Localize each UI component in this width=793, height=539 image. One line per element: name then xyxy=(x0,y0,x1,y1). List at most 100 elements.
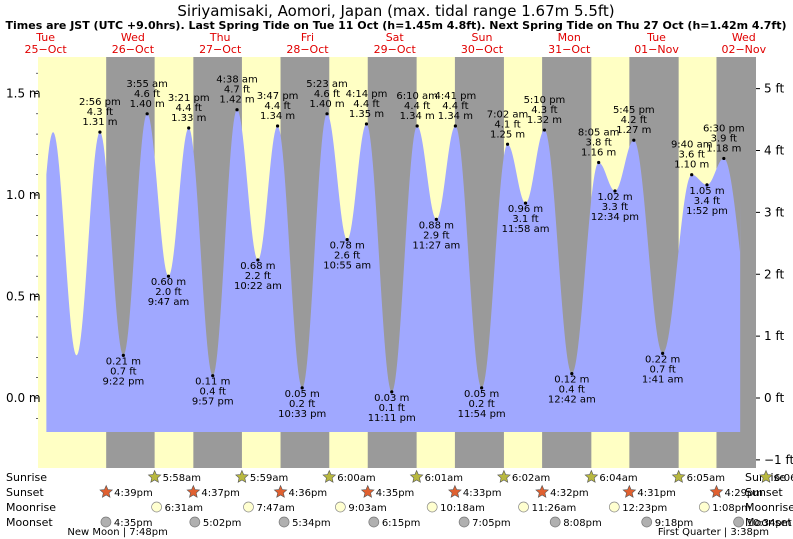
tide-point xyxy=(187,126,191,130)
tide-label: 8:05 am xyxy=(578,128,620,139)
tide-label: 4.4 ft xyxy=(353,99,379,110)
sunset-icon xyxy=(273,484,288,498)
moonrise-time: 9:03am xyxy=(348,503,386,514)
right-axis-label: 1 ft xyxy=(764,329,784,343)
tide-label: 0.4 ft xyxy=(559,385,585,396)
right-axis-panel xyxy=(742,57,756,468)
left-axis-label: 0.5 m xyxy=(6,290,41,304)
day-name: Tue xyxy=(35,31,55,44)
sunset-icon xyxy=(709,484,724,498)
moonset-icon xyxy=(733,516,744,528)
right-axis-label: −1 ft xyxy=(764,453,793,467)
sunset-icon xyxy=(186,484,201,498)
tide-label: 9:22 pm xyxy=(102,376,144,387)
tide-point xyxy=(325,112,329,116)
tide-point xyxy=(434,217,438,221)
tide-label: 1.25 m xyxy=(490,129,525,140)
tide-label: 10:33 pm xyxy=(278,409,326,420)
tide-label: 4.4 ft xyxy=(442,101,468,112)
right-axis-label: 0 ft xyxy=(764,391,784,405)
chart-title: Siriyamisaki, Aomori, Japan (max. tidal … xyxy=(177,2,614,20)
row-label-left: Moonset xyxy=(6,516,53,529)
moonset-icon xyxy=(100,516,112,528)
tide-label: 0.1 ft xyxy=(379,403,405,414)
tide-label: 11:54 pm xyxy=(458,409,506,420)
row-label-right: Moonrise xyxy=(745,501,793,514)
day-date: 30−Oct xyxy=(461,43,504,56)
sunrise-time: 6:02am xyxy=(512,473,550,484)
row-label-left: Sunrise xyxy=(6,471,47,484)
day-date: 29−Oct xyxy=(374,43,417,56)
moon-phase-label: New Moon | 7:48pm xyxy=(67,527,167,538)
sunrise-icon xyxy=(322,469,337,483)
tide-point xyxy=(345,238,349,242)
tide-point xyxy=(145,112,149,116)
sunrise-icon xyxy=(671,469,686,483)
tide-label: 1.40 m xyxy=(309,99,344,110)
tide-point xyxy=(415,124,419,128)
sunrise-time: 6:04am xyxy=(599,473,637,484)
tide-label: 1.31 m xyxy=(82,117,117,128)
sunset-time: 4:39pm xyxy=(114,488,153,499)
tide-point xyxy=(632,138,636,142)
tide-label: 6:10 am xyxy=(396,91,438,102)
tide-label: 1.34 m xyxy=(260,111,295,122)
moonrise-time: 10:18am xyxy=(440,503,485,514)
tide-label: 9:57 pm xyxy=(192,397,234,408)
tide-label: 1.16 m xyxy=(581,148,616,159)
moonset-icon xyxy=(549,516,561,528)
tide-label: 5:23 am xyxy=(306,79,348,90)
left-axis-label: 1.5 m xyxy=(6,87,41,101)
sunrise-time: 6:06am xyxy=(774,473,793,484)
tide-label: 1.32 m xyxy=(527,115,562,126)
tide-label: 4.4 ft xyxy=(264,101,290,112)
sunrise-time: 5:58am xyxy=(163,473,201,484)
tide-label: 1.33 m xyxy=(171,113,206,124)
moonset-icon xyxy=(458,516,470,528)
moonrise-time: 11:26am xyxy=(532,503,577,514)
sunrise-time: 5:59am xyxy=(250,473,288,484)
tide-label: 3.9 ft xyxy=(711,133,737,144)
tide-point xyxy=(542,128,547,132)
sunset-time: 4:36pm xyxy=(289,488,328,499)
day-date: 02−Nov xyxy=(721,43,766,56)
moonset-time: 5:02pm xyxy=(203,518,242,529)
day-date: 25−Oct xyxy=(25,43,68,56)
tide-label: 0.05 m xyxy=(464,389,499,400)
sunset-icon xyxy=(99,484,114,498)
day-date: 28−Oct xyxy=(286,43,329,56)
moonrise-icon xyxy=(698,501,710,513)
tide-label: 4.1 ft xyxy=(494,119,520,130)
tide-point xyxy=(722,156,726,161)
right-axis-label: 3 ft xyxy=(764,205,784,219)
tide-label: 3:55 am xyxy=(126,79,168,90)
moonrise-icon xyxy=(243,501,254,513)
row-label-right: Sunset xyxy=(745,486,783,499)
day-name: Tue xyxy=(646,31,666,44)
sunrise-icon xyxy=(235,469,249,483)
axes: 1.5 m 1.0 m 0.5 m 0.0 m 5 ft 4 ft 3 ft 2 ft 1 ft… xyxy=(6,72,793,467)
moonrise-time: 7:47am xyxy=(256,503,294,514)
left-axis-label: 1.0 m xyxy=(6,188,41,202)
tide-label: 4:41 pm xyxy=(435,91,477,102)
tide-label: 3:21 pm xyxy=(168,93,210,104)
left-axis-label: 0.0 m xyxy=(6,391,41,405)
tide-label: 0.03 m xyxy=(374,393,409,404)
chart-subtitle: Times are JST (UTC +9.0hrs). Last Spring… xyxy=(6,19,787,32)
tide-label: 0.7 ft xyxy=(649,364,675,375)
sunrise-icon xyxy=(584,469,599,483)
moonrise-time: 1:08pm xyxy=(712,503,751,514)
tide-label: 3.3 ft xyxy=(602,202,628,213)
moonset-icon xyxy=(189,516,201,528)
tide-point xyxy=(480,386,484,390)
tide-label: 1:41 am xyxy=(642,374,684,385)
moonrise-icon xyxy=(151,501,162,513)
tide-label: 2.0 ft xyxy=(155,287,181,298)
tide-point xyxy=(211,374,215,378)
moonrise-time: 12:23pm xyxy=(622,503,667,514)
tide-label: 12:34 pm xyxy=(591,212,639,223)
tide-point xyxy=(166,274,171,278)
moonset-time: 10:34pm xyxy=(747,518,792,529)
sunrise-icon xyxy=(409,469,424,483)
